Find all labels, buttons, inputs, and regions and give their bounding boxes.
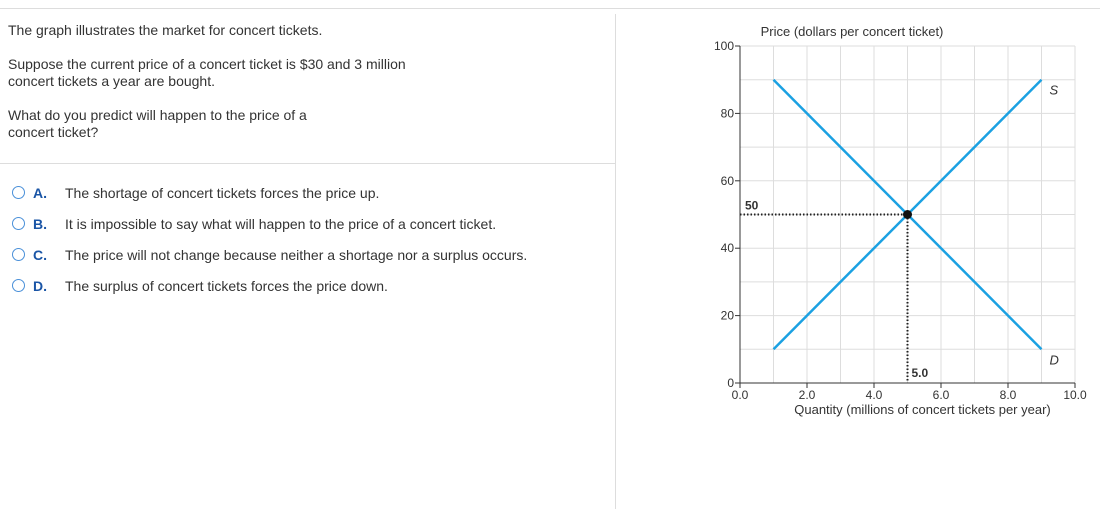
equilibrium-point	[903, 210, 912, 219]
separator	[0, 163, 615, 164]
radio-button[interactable]	[12, 186, 25, 199]
top-border	[0, 8, 1100, 9]
y-tick-label: 20	[721, 309, 735, 323]
radio-button[interactable]	[12, 217, 25, 230]
x-tick-label: 4.0	[866, 388, 883, 402]
divider	[615, 14, 616, 509]
option-letter: D.	[33, 278, 47, 294]
x-tick-label: 6.0	[933, 388, 950, 402]
option[interactable]: C. The price will not change because neit…	[12, 246, 565, 264]
question: The graph illustrates the market for con…	[8, 22, 608, 158]
chart: 0 20 40 60 80 100 0.0 2.0 4.0 6.0 8.0 10.0 Price (do…	[714, 24, 1087, 417]
y-tick-label: 80	[721, 106, 735, 120]
option-letter: C.	[33, 247, 47, 263]
y-tick-label: 40	[721, 241, 735, 255]
y-tick-label: 60	[721, 174, 735, 188]
options: A. The shortage of concert tickets forces…	[12, 184, 565, 308]
equilibrium-quantity-label: 5.0	[912, 366, 929, 380]
option-letter: A.	[33, 185, 47, 201]
x-tick-label: 2.0	[799, 388, 816, 402]
y-tick-label: 0	[727, 376, 734, 390]
line-label: S	[1050, 83, 1059, 98]
option-text: The shortage of concert tickets forces t…	[65, 185, 380, 201]
option-text: It is impossible to say what will happen…	[65, 216, 497, 232]
option-text: The price will not change because neithe…	[65, 247, 528, 263]
x-tick-label: 0.0	[732, 388, 749, 402]
paragraph: What do you predict will happen to the p…	[8, 107, 307, 140]
paragraph: The graph illustrates the market for con…	[8, 22, 323, 38]
radio-button[interactable]	[12, 279, 25, 292]
option[interactable]: B. It is impossible to say what will happ…	[12, 215, 565, 233]
y-axis-title: Price (dollars per concert ticket)	[761, 24, 944, 39]
y-tick-label: 100	[714, 39, 734, 53]
option[interactable]: D. The surplus of concert tickets forces …	[12, 277, 565, 295]
radio-button[interactable]	[12, 248, 25, 261]
paragraph: Suppose the current price of a concert t…	[8, 56, 406, 89]
x-tick-label: 10.0	[1063, 388, 1087, 402]
equilibrium-price-label: 50	[745, 199, 759, 213]
x-axis-title: Quantity (millions of concert tickets pe…	[794, 402, 1050, 417]
line-label: D	[1050, 352, 1059, 367]
option-text: The surplus of concert tickets forces th…	[65, 278, 388, 294]
option[interactable]: A. The shortage of concert tickets forces…	[12, 184, 565, 202]
option-letter: B.	[33, 216, 47, 232]
x-tick-label: 8.0	[1000, 388, 1017, 402]
